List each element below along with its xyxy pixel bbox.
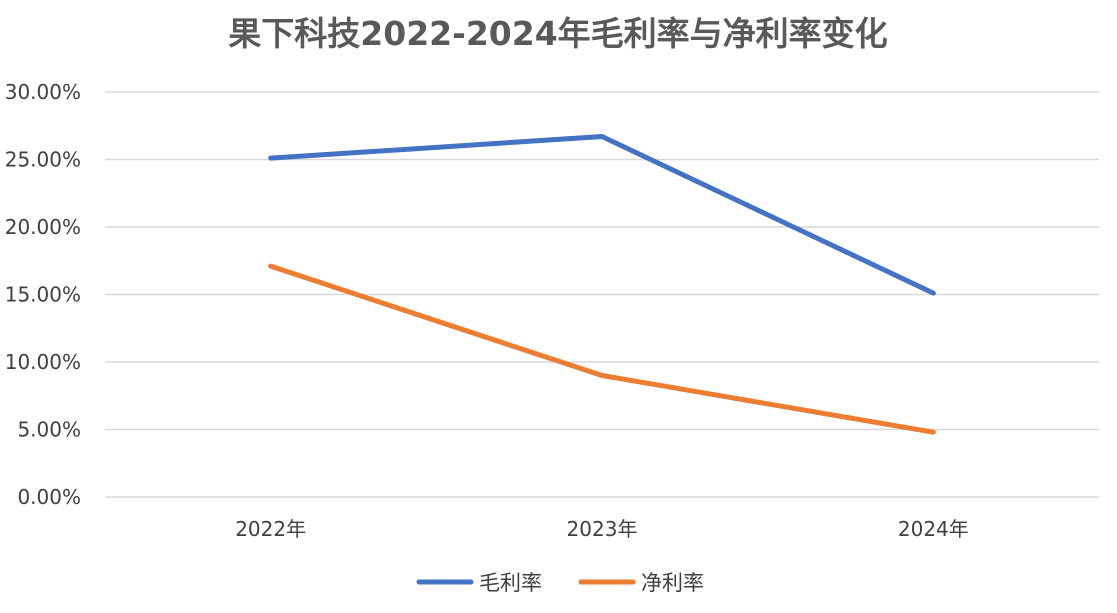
y-tick-label: 0.00% <box>17 485 81 509</box>
chart-title: 果下科技2022-2024年毛利率与净利率变化 <box>228 14 887 53</box>
y-axis-ticks: 0.00% 5.00% 10.00% 15.00% 20.00% 25.00% 30.00% <box>5 80 81 509</box>
y-tick-label: 30.00% <box>5 80 81 104</box>
y-tick-label: 10.00% <box>5 350 81 374</box>
legend-label: 毛利率 <box>479 571 542 595</box>
x-tick-label: 2023年 <box>567 517 638 541</box>
x-axis-ticks: 2022年 2023年 2024年 <box>235 517 969 541</box>
legend-label: 净利率 <box>641 571 704 595</box>
series-lines <box>268 134 936 435</box>
x-tick-label: 2024年 <box>898 517 969 541</box>
y-tick-label: 20.00% <box>5 215 81 239</box>
y-tick-label: 5.00% <box>17 418 81 442</box>
gridlines <box>105 91 1099 498</box>
legend: 毛利率 净利率 <box>416 571 704 595</box>
y-tick-label: 15.00% <box>5 283 81 307</box>
x-tick-label: 2022年 <box>235 517 306 541</box>
series-line-2 <box>268 263 936 435</box>
y-tick-label: 25.00% <box>5 148 81 172</box>
